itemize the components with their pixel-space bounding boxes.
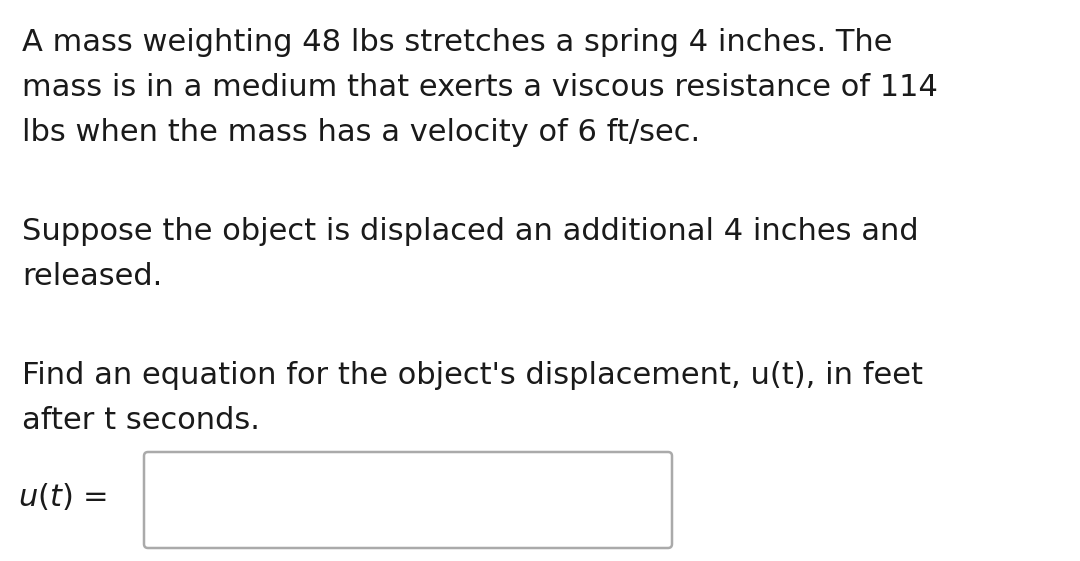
Text: after t seconds.: after t seconds.: [22, 406, 260, 435]
Text: A mass weighting 48 lbs stretches a spring 4 inches. The: A mass weighting 48 lbs stretches a spri…: [22, 28, 892, 57]
Text: $u(t)$ =: $u(t)$ =: [18, 481, 107, 513]
Text: lbs when the mass has a velocity of 6 ft/sec.: lbs when the mass has a velocity of 6 ft…: [22, 118, 700, 147]
Text: Suppose the object is displaced an additional 4 inches and: Suppose the object is displaced an addit…: [22, 217, 919, 246]
FancyBboxPatch shape: [144, 452, 672, 548]
Text: mass is in a medium that exerts a viscous resistance of 114: mass is in a medium that exerts a viscou…: [22, 73, 937, 102]
Text: Find an equation for the object's displacement, u(t), in feet: Find an equation for the object's displa…: [22, 361, 923, 390]
Text: released.: released.: [22, 262, 162, 291]
